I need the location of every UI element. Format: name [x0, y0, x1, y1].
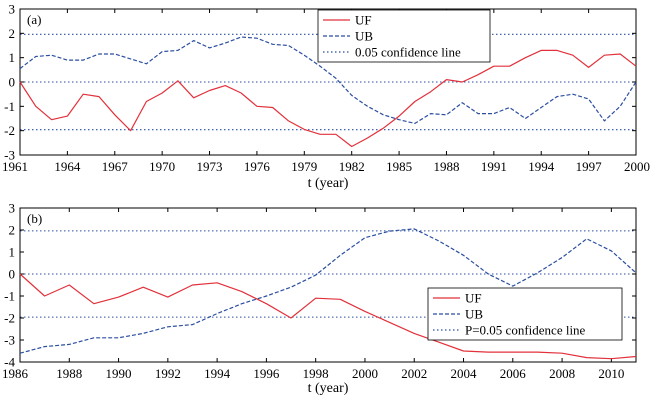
y-tick-label: -2 — [4, 311, 15, 326]
x-tick-label: 1979 — [291, 159, 317, 174]
plot-frame — [19, 207, 637, 363]
x-tick-label: 1964 — [54, 159, 81, 174]
chart-panel-1: -3 -2 -1 0 1 2 3 1961 1964 1967 1970 1973 1976 1979 19… — [2, 2, 650, 192]
x-tick-label: 1988 — [433, 159, 459, 174]
y-tick-label: -3 — [4, 148, 15, 163]
y-tick-label: 2 — [9, 26, 16, 41]
legend-label: 0.05 confidence line — [355, 45, 461, 60]
x-tick-label: 2002 — [401, 366, 427, 381]
legend-label: UF — [355, 13, 372, 28]
chart-panel-2: -4 -3 -2 -1 0 1 2 3 1986 1988 1990 1992 1994 1996 1998… — [2, 201, 637, 396]
x-tick-label: 1982 — [339, 159, 365, 174]
series-line-uf — [19, 49, 637, 148]
x-tick-label: 1994 — [528, 159, 555, 174]
y-tick-label: 0 — [9, 267, 16, 282]
x-tick-label: 1992 — [155, 366, 181, 381]
y-tick-label: 3 — [9, 2, 16, 17]
x-tick-label: 2010 — [598, 366, 624, 381]
legend-label: P=0.05 confidence line — [465, 323, 586, 338]
series-line-ub — [19, 228, 637, 354]
x-tick-label: 1976 — [244, 159, 271, 174]
x-tick-label: 1988 — [56, 366, 82, 381]
y-tick-label: -2 — [4, 123, 15, 138]
y-tick-label: -1 — [4, 99, 15, 114]
legend-label: UB — [355, 29, 373, 44]
x-tick-label: 2000 — [352, 366, 378, 381]
x-tick-label: 1996 — [253, 366, 280, 381]
y-tick-label: 2 — [9, 223, 16, 238]
y-tick-label: -3 — [4, 333, 15, 348]
legend-box — [427, 287, 623, 341]
panel-label: (b) — [27, 211, 42, 226]
legend-label: UB — [465, 307, 483, 322]
panel-label: (a) — [27, 12, 41, 27]
x-tick-label: 1998 — [303, 366, 329, 381]
y-tick-label: 0 — [9, 75, 16, 90]
legend-box — [317, 9, 491, 63]
x-tick-label: 1991 — [481, 159, 507, 174]
x-axis-label: t (year) — [308, 176, 349, 191]
y-tick-label: 1 — [9, 245, 16, 260]
series-line-ub — [19, 36, 637, 125]
legend-label: UF — [465, 291, 482, 306]
y-tick-label: 1 — [9, 50, 16, 65]
x-axis-label: t (year) — [308, 381, 349, 396]
x-tick-label: 1994 — [204, 366, 231, 381]
x-tick-label: 2004 — [451, 366, 478, 381]
x-tick-label: 2008 — [549, 366, 575, 381]
series-line-uf — [19, 273, 637, 360]
x-tick-label: 2000 — [624, 159, 650, 174]
x-tick-label: 2006 — [500, 366, 527, 381]
y-tick-label: -1 — [4, 289, 15, 304]
x-tick-label: 1997 — [576, 159, 603, 174]
x-tick-label: 1970 — [149, 159, 175, 174]
x-tick-label: 1990 — [106, 366, 132, 381]
x-tick-label: 1961 — [2, 159, 28, 174]
y-tick-label: -4 — [4, 355, 15, 370]
x-tick-label: 1985 — [386, 159, 412, 174]
y-tick-label: 3 — [9, 201, 16, 216]
x-tick-label: 1967 — [102, 159, 129, 174]
x-tick-label: 1973 — [197, 159, 223, 174]
x-tick-label: 1986 — [2, 366, 29, 381]
